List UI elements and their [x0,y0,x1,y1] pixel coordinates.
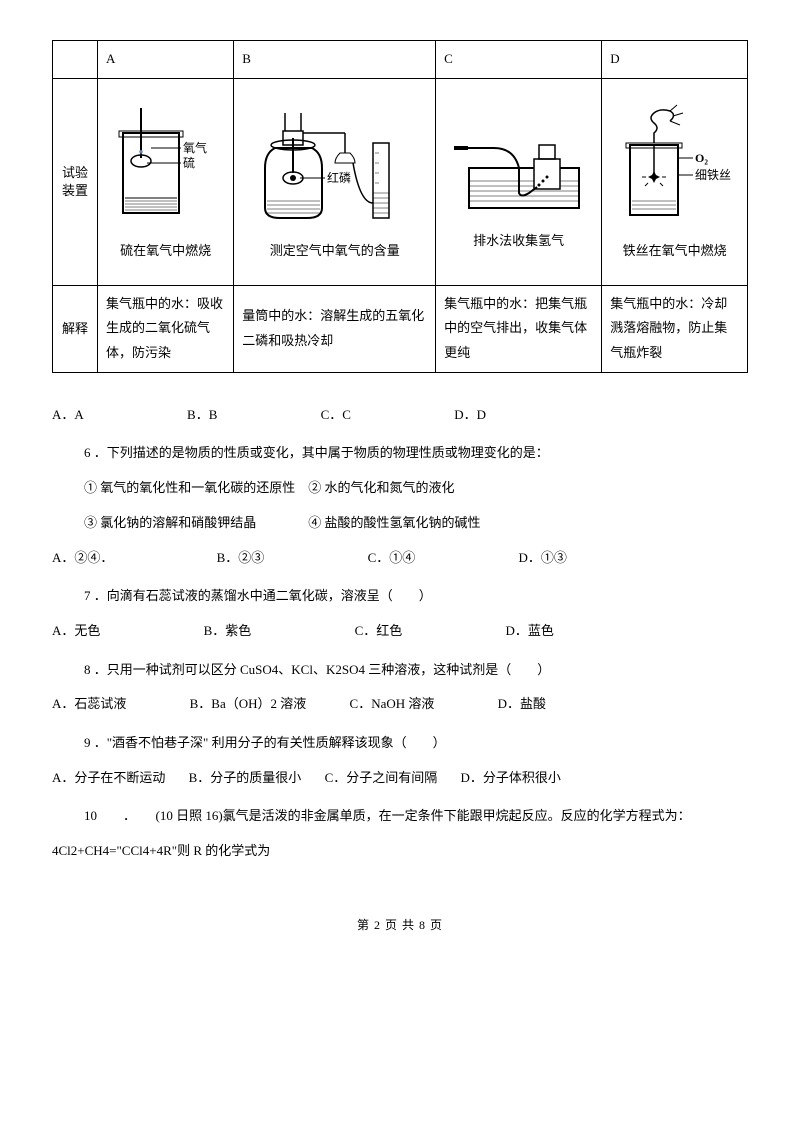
table-apparatus-row: 试验装置 氧气 硫 [53,78,748,285]
q9-opt-D: D．分子体积很小 [460,766,560,791]
explanation-A: 集气瓶中的水：吸收生成的二氧化硫气体，防污染 [98,285,234,372]
q7-opt-A: A．无色 [52,619,100,644]
row-label-apparatus: 试验装置 [53,78,98,285]
col-header-D: D [602,41,748,79]
q6-line1: ① 氧气的氧化性和一氧化碳的还原性 ② 水的气化和氮气的液化 [84,476,748,501]
q10-line1: 10 ． (10 日照 16)氯气是活泼的非金属单质，在一定条件下能跟甲烷起反应… [84,804,748,829]
q6-stem: 6 ．下列描述的是物质的性质或变化，其中属于物质的物理性质或物理变化的是： [84,441,748,466]
caption-A: 硫在氧气中燃烧 [120,239,211,264]
page-footer: 第 2 页 共 8 页 [52,914,748,937]
q7-stem: 7 ．向滴有石蕊试液的蒸馏水中通二氧化碳，溶液呈（ ） [84,584,748,609]
diagram-A: 氧气 硫 硫在氧气中燃烧 [106,103,225,264]
experiment-table: A B C D 试验装置 氧气 [52,40,748,373]
q6-opt-B: B．②③ [217,546,265,571]
page-container: A B C D 试验装置 氧气 [0,0,800,966]
q8-opt-A: A．石蕊试液 [52,692,126,717]
water-displacement-icon [449,113,589,223]
q9-opt-C: C．分子之间有间隔 [325,766,438,791]
label-oxygen: 氧气 [183,140,207,155]
apparatus-cell-A: 氧气 硫 硫在氧气中燃烧 [98,78,234,285]
q7-options: A．无色 B．紫色 C．红色 D．蓝色 [52,619,748,644]
col-header-C: C [436,41,602,79]
apparatus-cell-D: O₂ 细铁丝 铁丝在氧气中燃烧 [602,78,748,285]
q6-opt-A: A．②④． [52,546,113,571]
q10-line2: 4Cl2+CH4="CCl4+4R"则 R 的化学式为 [52,839,748,864]
label-sulfur: 硫 [183,155,195,170]
q9-stem: 9 ．"酒香不怕巷子深" 利用分子的有关性质解释该现象（ ） [84,731,748,756]
col-header-B: B [234,41,436,79]
header-blank [53,41,98,79]
oxygen-measure-icon: 红磷 [245,103,425,233]
q9-options: A．分子在不断运动 B．分子的质量很小 C．分子之间有间隔 D．分子体积很小 [52,766,748,791]
explanation-C: 集气瓶中的水：把集气瓶中的空气排出，收集气体更纯 [436,285,602,372]
label-red-phosphorus: 红磷 [327,170,351,185]
explanation-B: 量筒中的水：溶解生成的五氧化二磷和吸热冷却 [234,285,436,372]
q6-options: A．②④． B．②③ C．①④ D．①③ [52,546,748,571]
diagram-B: 红磷 测定空气中氧气的含量 [242,103,427,264]
q5-opt-B: B．B [187,403,217,428]
q7-opt-C: C．红色 [355,619,403,644]
q9-opt-A: A．分子在不断运动 [52,766,165,791]
diagram-D: O₂ 细铁丝 铁丝在氧气中燃烧 [610,103,739,264]
apparatus-cell-B: 红磷 测定空气中氧气的含量 [234,78,436,285]
q7-opt-D: D．蓝色 [505,619,553,644]
explanation-D: 集气瓶中的水：冷却溅落熔融物，防止集气瓶炸裂 [602,285,748,372]
q8-options: A．石蕊试液 B．Ba（OH）2 溶液 C．NaOH 溶液 D．盐酸 [52,692,748,717]
q8-stem: 8 ．只用一种试剂可以区分 CuSO4、KCl、K2SO4 三种溶液，这种试剂是… [84,658,748,683]
row-label-explanation: 解释 [53,285,98,372]
q7-opt-B: B．紫色 [204,619,252,644]
sulfur-burning-icon: 氧气 硫 [111,103,221,233]
q9-opt-B: B．分子的质量很小 [189,766,302,791]
q6-opt-D: D．①③ [518,546,566,571]
caption-B: 测定空气中氧气的含量 [270,239,400,264]
diagram-C: 排水法收集氢气 [444,113,593,254]
q5-opt-C: C．C [321,403,351,428]
q5-options: A．A B．B C．C D．D [52,403,748,428]
q6-line2: ③ 氯化钠的溶解和硝酸钾结晶 ④ 盐酸的酸性氢氧化钠的碱性 [84,511,748,536]
table-explanation-row: 解释 集气瓶中的水：吸收生成的二氧化硫气体，防污染 量筒中的水：溶解生成的五氧化… [53,285,748,372]
q5-opt-A: A．A [52,403,84,428]
apparatus-cell-C: 排水法收集氢气 [436,78,602,285]
q5-opt-D: D．D [454,403,486,428]
caption-C: 排水法收集氢气 [473,229,564,254]
q6-opt-C: C．①④ [368,546,416,571]
q8-opt-D: D．盐酸 [498,692,546,717]
table-header-row: A B C D [53,41,748,79]
iron-wire-burning-icon: O₂ 细铁丝 [615,103,735,233]
label-iron-wire: 细铁丝 [695,168,731,182]
caption-D: 铁丝在氧气中燃烧 [623,239,727,264]
q8-opt-C: C．NaOH 溶液 [350,692,435,717]
q8-opt-B: B．Ba（OH）2 溶液 [190,692,307,717]
col-header-A: A [98,41,234,79]
label-o2: O₂ [695,151,708,165]
